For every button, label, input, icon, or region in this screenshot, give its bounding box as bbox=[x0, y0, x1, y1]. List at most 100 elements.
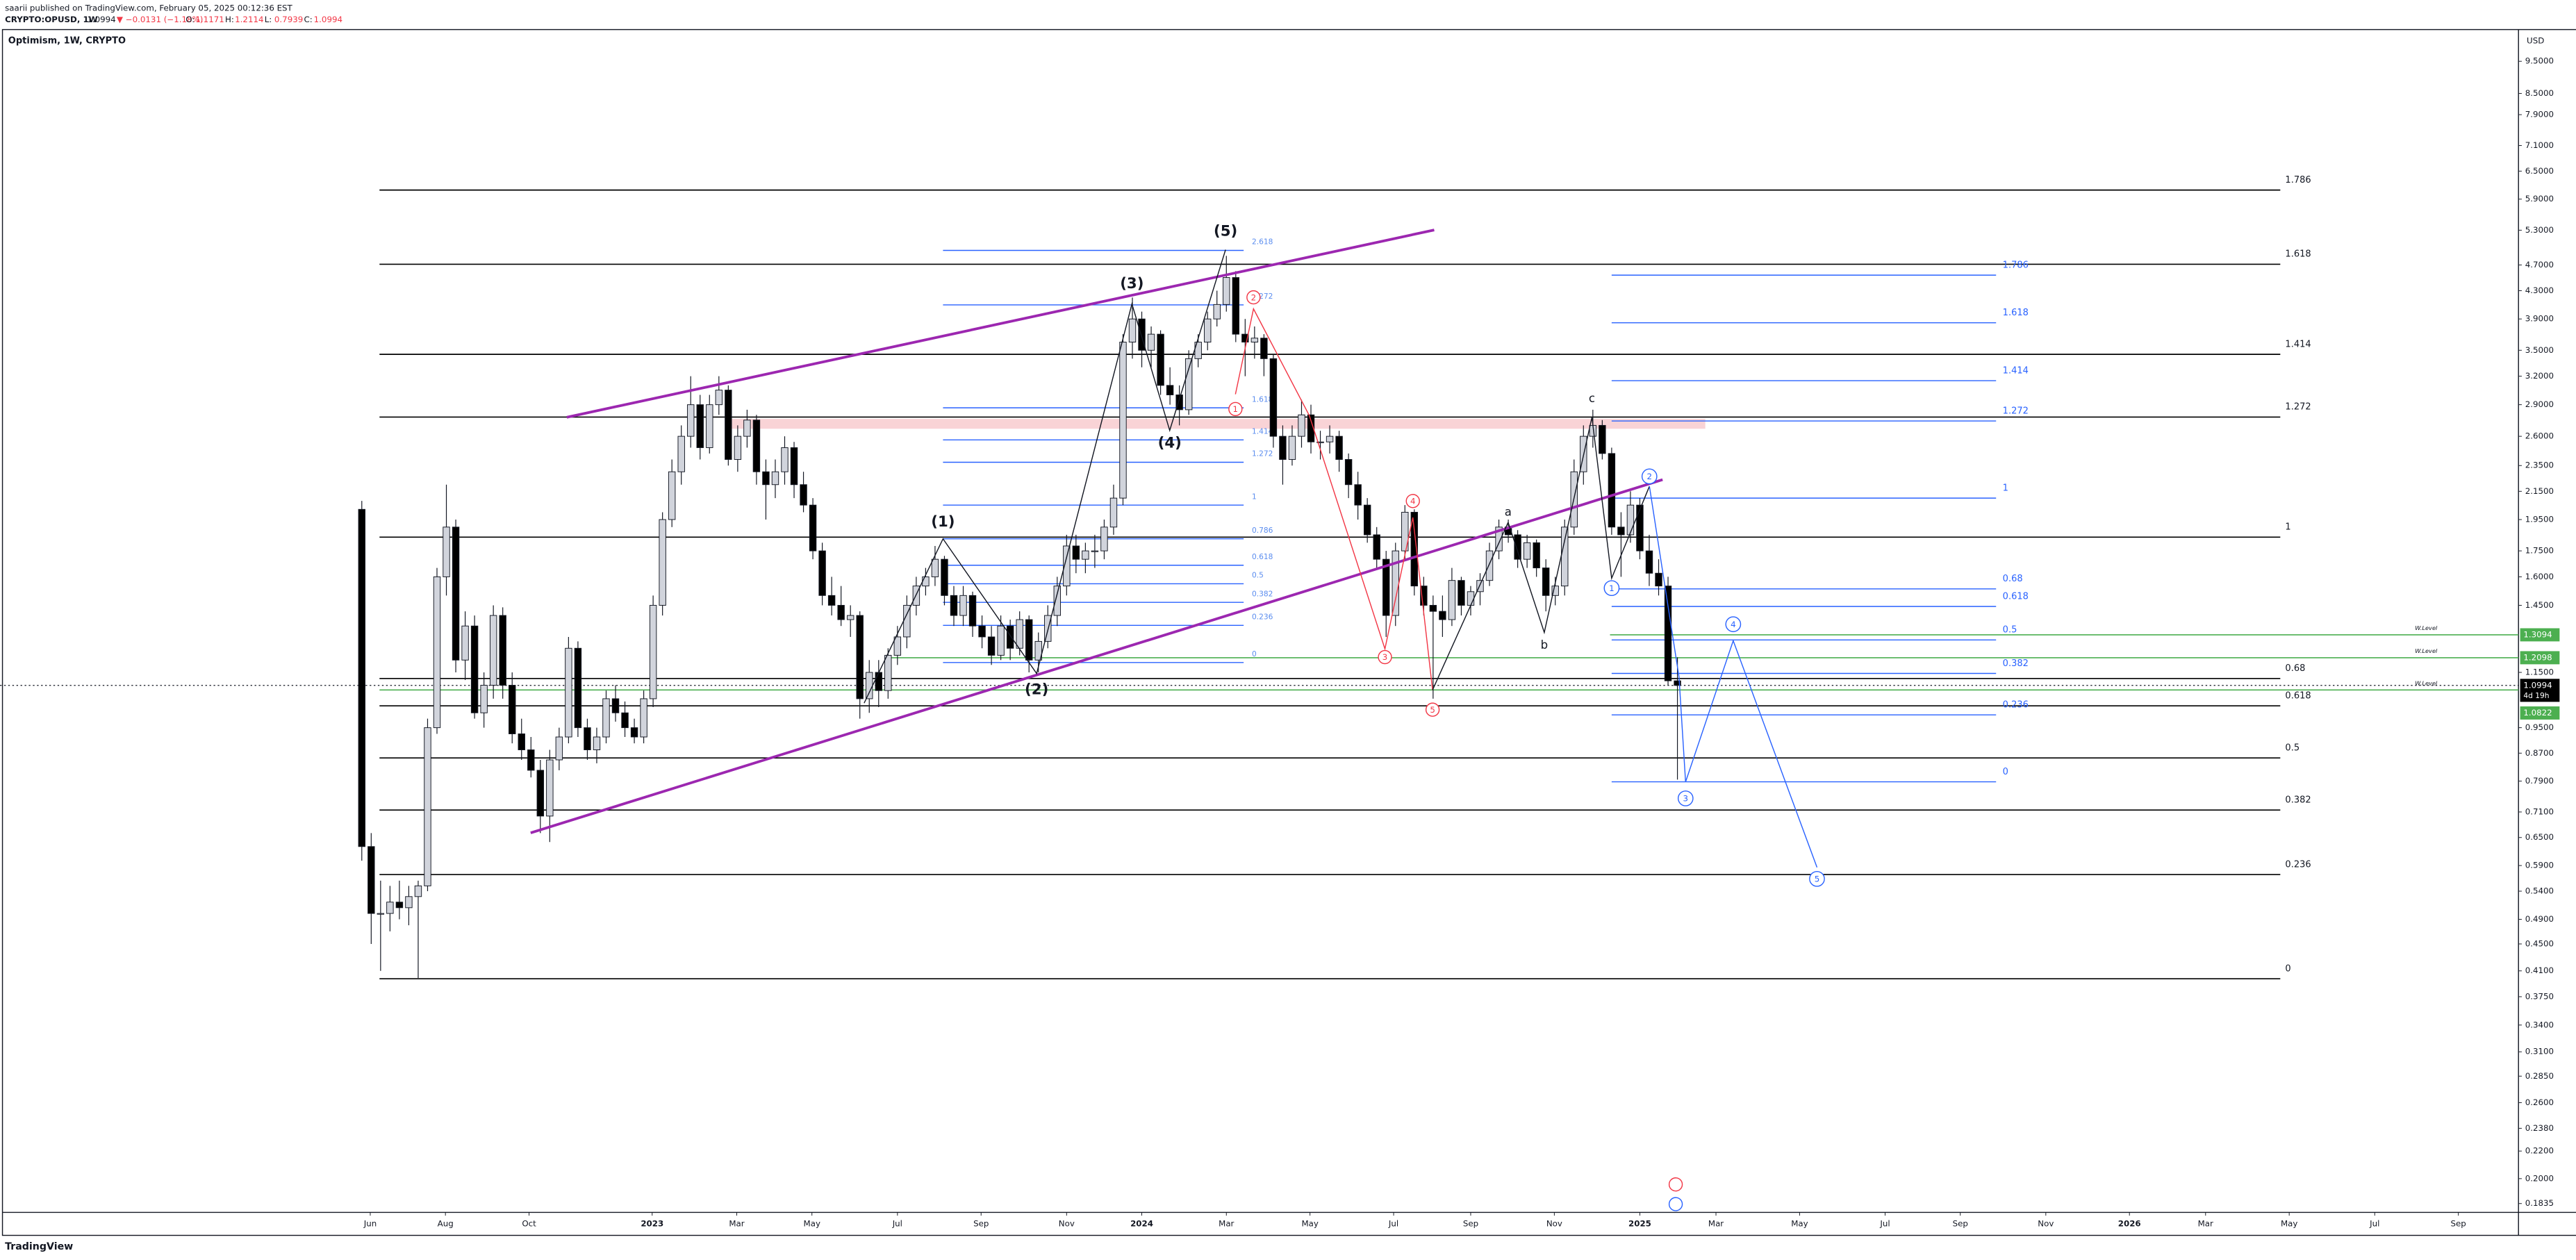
x-tick-label: Sep bbox=[1463, 1218, 1478, 1228]
candle-body bbox=[1420, 586, 1428, 606]
candle-body bbox=[1138, 318, 1146, 351]
y-tick-label: 0.2000 bbox=[2525, 1173, 2554, 1183]
candle-body bbox=[1034, 640, 1042, 661]
candle-body bbox=[602, 698, 610, 738]
wave-circle bbox=[1246, 290, 1261, 305]
x-tick-label: Mar bbox=[729, 1218, 744, 1228]
fib-label: 0.5 bbox=[2003, 625, 2017, 636]
x-tick-label: Jun bbox=[363, 1218, 377, 1228]
candle-body bbox=[1326, 436, 1334, 442]
fib-label: 1.618 bbox=[2285, 249, 2311, 260]
fib-label: 0.5 bbox=[2285, 743, 2300, 754]
candle-body bbox=[809, 504, 817, 552]
wave-circle-label: 1 bbox=[1609, 583, 1615, 593]
y-tick-label: 0.4900 bbox=[2525, 914, 2554, 924]
candle-body bbox=[1006, 625, 1014, 649]
candle-body bbox=[1617, 527, 1625, 536]
impulse-wave-path bbox=[864, 249, 1226, 704]
x-tick-label: Oct bbox=[522, 1218, 536, 1228]
fib-label: 1.414 bbox=[2285, 339, 2311, 349]
candle-body bbox=[1091, 550, 1099, 552]
wave-circle bbox=[1677, 790, 1694, 806]
candle-body bbox=[1485, 550, 1494, 581]
fib-label: 0.68 bbox=[2285, 663, 2305, 674]
candle-body bbox=[846, 615, 854, 620]
candle-body bbox=[677, 436, 685, 472]
candle-body bbox=[1373, 534, 1380, 560]
candle-body bbox=[621, 712, 629, 729]
candle-body bbox=[593, 736, 601, 750]
candle-body bbox=[1119, 342, 1127, 499]
candle-body bbox=[1223, 277, 1230, 305]
candle-body bbox=[1674, 680, 1681, 686]
candle-body bbox=[800, 484, 807, 506]
channel-lower bbox=[530, 478, 1663, 834]
candle-body bbox=[968, 595, 977, 627]
candle-body bbox=[837, 604, 845, 620]
candle-body bbox=[1213, 304, 1221, 320]
candle-body bbox=[941, 558, 948, 596]
fib-label: 0.68 bbox=[2003, 574, 2023, 584]
y-tick-label: 0.6500 bbox=[2525, 832, 2554, 842]
candle-body bbox=[433, 576, 441, 729]
wave-label: c bbox=[1589, 392, 1595, 405]
header-text: H: bbox=[225, 15, 234, 24]
candle-body bbox=[461, 625, 469, 661]
candle-body bbox=[1288, 436, 1296, 460]
footer-logo: TradingView bbox=[5, 1241, 73, 1252]
fib-label: 0.618 bbox=[1252, 552, 1273, 561]
candle-body bbox=[1307, 414, 1315, 442]
candle-body bbox=[536, 770, 545, 817]
candle-body bbox=[696, 404, 704, 448]
x-tick-label: Jul bbox=[1879, 1218, 1890, 1228]
event-icon bbox=[1668, 1197, 1683, 1211]
header-line: saarii published on TradingView.com, Feb… bbox=[5, 3, 292, 13]
y-tick-label: 0.2850 bbox=[2525, 1071, 2554, 1081]
wave-circle-label: 4 bbox=[1410, 497, 1416, 506]
candle-body bbox=[358, 508, 365, 847]
wave-label: (1) bbox=[931, 513, 955, 531]
y-tick-label: 1.4500 bbox=[2525, 600, 2554, 610]
candle-body bbox=[1354, 484, 1362, 506]
wave-label: b bbox=[1541, 638, 1549, 652]
fib-label: 0.236 bbox=[1252, 612, 1273, 621]
candle-body bbox=[1269, 358, 1278, 437]
y-tick-label: 4.7000 bbox=[2525, 260, 2554, 270]
y-tick-label: 0.2200 bbox=[2525, 1146, 2554, 1156]
x-tick-label: May bbox=[804, 1218, 820, 1228]
candle-body bbox=[1655, 572, 1662, 587]
wave-label: a bbox=[1505, 505, 1512, 518]
candle-body bbox=[1053, 586, 1061, 616]
candle-body bbox=[1626, 504, 1635, 536]
candle-body bbox=[1063, 545, 1071, 587]
y-tick-label: 0.7900 bbox=[2525, 776, 2554, 786]
last-price-tag bbox=[2520, 679, 2560, 702]
header-text: O: bbox=[185, 15, 195, 24]
candle-body bbox=[687, 404, 695, 437]
header-text: 1.1171 bbox=[195, 15, 224, 24]
candle-body bbox=[452, 527, 460, 661]
fib-label: 0.382 bbox=[1252, 589, 1273, 598]
wave-circle bbox=[1603, 580, 1620, 597]
x-tick-label: 2024 bbox=[1130, 1218, 1153, 1228]
candle-body bbox=[931, 558, 939, 577]
y-tick-label: 0.4500 bbox=[2525, 938, 2554, 948]
y-tick-label: 5.9000 bbox=[2525, 194, 2554, 204]
y-tick-label: 0.2380 bbox=[2525, 1123, 2554, 1133]
y-tick-label: 3.9000 bbox=[2525, 314, 2554, 324]
candle-body bbox=[1100, 527, 1108, 552]
candle-body bbox=[1514, 534, 1521, 560]
candle-body bbox=[725, 390, 732, 460]
chart-frame bbox=[1, 28, 2576, 1236]
fib-group: 0 0.236 0.382 0.5 0.618 0.68 1 1.272 1.414 1.618 1… bbox=[0, 175, 2519, 979]
x-tick-label: May bbox=[1791, 1218, 1808, 1228]
wave-circle-label: 1 bbox=[1233, 404, 1239, 414]
x-tick-label: Mar bbox=[1219, 1218, 1234, 1228]
wave-label: (2) bbox=[1025, 681, 1048, 698]
candle-body bbox=[640, 698, 647, 738]
y-tick-label: 2.3500 bbox=[2525, 461, 2554, 470]
candle-body bbox=[509, 685, 516, 734]
x-tick-label: Nov bbox=[1059, 1218, 1075, 1228]
abc-wave-path bbox=[1432, 417, 1650, 690]
currency: USD bbox=[2527, 36, 2544, 46]
